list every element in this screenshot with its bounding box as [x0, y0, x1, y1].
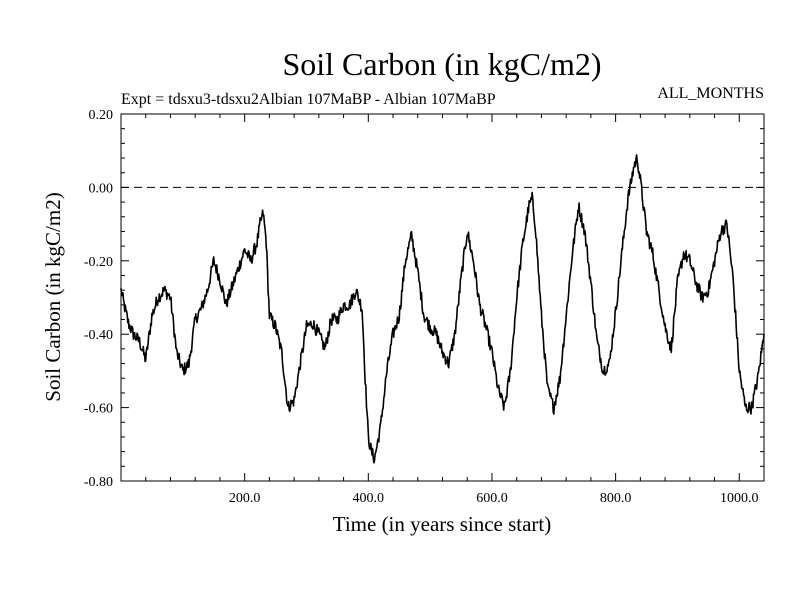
- y-tick-label: -0.60: [84, 402, 113, 417]
- x-tick-label: 200.0: [229, 491, 261, 506]
- plot-frame: [120, 113, 765, 482]
- x-axis-label: Time (in years since start): [333, 512, 552, 536]
- chart-title: Soil Carbon (in kgC/m2): [282, 46, 601, 82]
- x-tick-label: 1000.0: [720, 491, 759, 506]
- x-tick-label: 800.0: [600, 491, 632, 506]
- y-tick-label: -0.40: [84, 328, 113, 343]
- y-axis-label: Soil Carbon (in kgC/m2): [41, 192, 65, 401]
- y-tick-label: 0.20: [89, 108, 114, 123]
- y-tick-label: -0.20: [84, 255, 113, 270]
- y-axis-tick-labels: 0.20 0.00 -0.20 -0.40 -0.60 -0.80: [84, 108, 113, 490]
- y-tick-label: 0.00: [89, 181, 114, 196]
- chart-subtitle-months: ALL_MONTHS: [657, 85, 764, 102]
- soil-carbon-series-line: [120, 154, 765, 464]
- chart-subtitle-experiment: Expt = tdsxu3-tdsxu2Albian 107MaBP - Alb…: [121, 91, 496, 108]
- x-tick-label: 400.0: [353, 491, 385, 506]
- x-axis-tick-labels: 200.0 400.0 600.0 800.0 1000.0: [229, 491, 759, 506]
- y-tick-label: -0.80: [84, 475, 113, 490]
- x-tick-label: 600.0: [476, 491, 508, 506]
